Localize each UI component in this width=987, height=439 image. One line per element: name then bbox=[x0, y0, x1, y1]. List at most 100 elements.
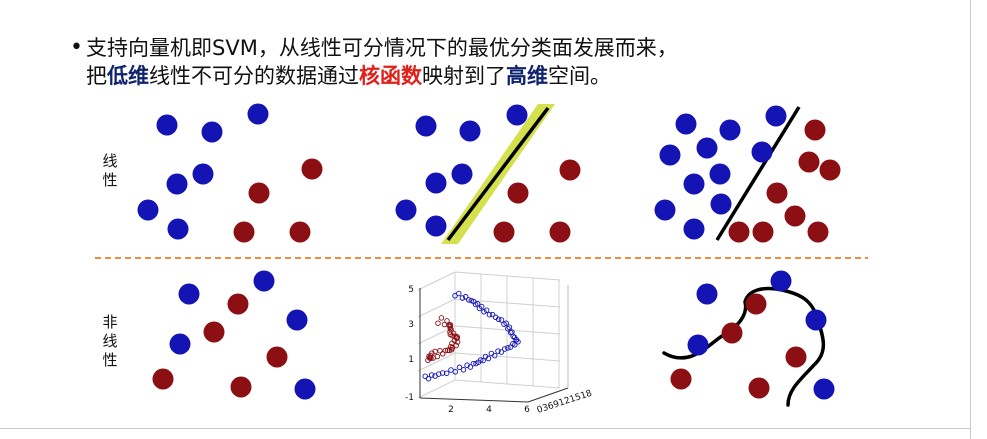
scatter-point-b bbox=[425, 357, 431, 363]
point-class-b bbox=[230, 376, 252, 398]
point-class-b bbox=[728, 221, 750, 243]
scatter-point-a bbox=[488, 350, 495, 357]
tick-label-z: 3 bbox=[408, 320, 414, 330]
scatter-point-a bbox=[489, 311, 496, 318]
scatter-point-a bbox=[478, 303, 485, 310]
point-class-a bbox=[719, 119, 741, 141]
text-segment: 线性不可分的数据通过 bbox=[149, 64, 359, 88]
scatter-point-a bbox=[462, 294, 469, 300]
point-class-b bbox=[549, 221, 571, 243]
scatter-point-b bbox=[435, 320, 441, 326]
scatter-point-a bbox=[498, 317, 505, 323]
scatter-point-a bbox=[486, 311, 493, 318]
point-class-a bbox=[395, 199, 417, 221]
scatter-point-a bbox=[473, 360, 479, 367]
point-class-a bbox=[813, 378, 835, 400]
label-char: 性 bbox=[102, 351, 118, 369]
scatter-point-a bbox=[460, 367, 467, 373]
point-class-a bbox=[805, 309, 827, 331]
point-class-a bbox=[506, 104, 528, 126]
point-class-a bbox=[137, 199, 159, 221]
point-class-a bbox=[451, 163, 473, 185]
scatter-point-a bbox=[510, 333, 516, 340]
bullet-line-2: 把低维线性不可分的数据通过核函数映射到了高维空间。 bbox=[86, 62, 930, 90]
scatter-point-a bbox=[513, 337, 520, 343]
point-class-a bbox=[247, 103, 269, 125]
point-class-a bbox=[156, 114, 178, 136]
grid-line bbox=[417, 352, 456, 372]
point-class-b bbox=[785, 346, 807, 368]
point-class-a bbox=[415, 115, 437, 137]
point-class-b bbox=[203, 321, 225, 343]
point-class-a bbox=[710, 193, 732, 215]
scatter-point-b bbox=[449, 340, 455, 347]
scatter-point-a bbox=[505, 345, 511, 351]
point-class-b bbox=[670, 368, 692, 390]
scatter-point-b bbox=[454, 339, 461, 345]
point-class-b bbox=[289, 221, 311, 243]
point-class-a bbox=[683, 173, 705, 195]
scatter-point-a bbox=[432, 373, 438, 379]
point-class-b bbox=[798, 151, 820, 173]
scatter-point-a bbox=[495, 316, 502, 323]
slide-border-bottom bbox=[0, 428, 971, 429]
point-class-b bbox=[804, 119, 826, 141]
scatter-point-a bbox=[443, 370, 450, 376]
tick-label-x: 6 bbox=[524, 405, 530, 415]
point-class-b bbox=[301, 158, 323, 180]
point-class-b bbox=[807, 221, 829, 243]
point-class-a bbox=[425, 215, 447, 237]
tick-label-z: -1 bbox=[405, 393, 414, 403]
x-axis bbox=[419, 397, 529, 403]
scatter-point-b bbox=[453, 342, 459, 349]
scatter-point-b bbox=[450, 330, 457, 337]
scatter-point-b bbox=[432, 348, 438, 355]
point-markers bbox=[137, 103, 841, 400]
grid-line bbox=[417, 298, 456, 318]
scatter-point-a bbox=[505, 325, 511, 332]
text-segment: 把 bbox=[86, 64, 107, 88]
scatter-point-a bbox=[498, 349, 505, 355]
tick-label-z: 5 bbox=[408, 285, 414, 295]
point-class-b bbox=[507, 182, 529, 204]
point-class-b bbox=[752, 221, 774, 243]
tick-label-y: 0369121518 bbox=[536, 389, 594, 416]
bullet-dot-icon: • bbox=[70, 35, 83, 60]
separator-line bbox=[446, 106, 550, 242]
point-class-a bbox=[770, 270, 792, 292]
bullet-text-block: • 支持向量机即SVM，从线性可分情况下的最优分类面发展而来， 把低维线性不可分… bbox=[70, 34, 930, 90]
point-class-a bbox=[167, 218, 189, 240]
point-class-a bbox=[201, 121, 223, 143]
scatter-point-a bbox=[506, 324, 513, 330]
point-class-b bbox=[721, 322, 743, 344]
keyword-kernel: 核函数 bbox=[359, 64, 422, 88]
scatter-point-a bbox=[480, 357, 486, 364]
point-class-a bbox=[687, 334, 709, 356]
label-linear: 线 性 bbox=[100, 152, 120, 190]
tick-label-x: 4 bbox=[486, 405, 492, 415]
scatter-point-a bbox=[470, 360, 477, 367]
label-char: 线 bbox=[102, 152, 118, 170]
point-class-a bbox=[192, 163, 214, 185]
point-class-b bbox=[248, 182, 270, 204]
scatter-point-b bbox=[446, 347, 453, 354]
point-class-a bbox=[709, 163, 731, 185]
label-char: 性 bbox=[102, 171, 118, 189]
point-class-a bbox=[683, 218, 705, 240]
scatter-point-a bbox=[483, 307, 490, 313]
scatter-point-a bbox=[503, 320, 509, 326]
point-class-a bbox=[294, 378, 316, 400]
scatter-point-b bbox=[426, 353, 432, 360]
plot-3d: 5 3 1 -1 2 4 6 0369121518 bbox=[405, 271, 594, 416]
scatter-point-a bbox=[428, 372, 435, 378]
point-class-b bbox=[227, 293, 249, 315]
text-segment: 空间。 bbox=[548, 64, 611, 88]
scatter-point-a bbox=[422, 373, 428, 379]
point-class-a bbox=[654, 199, 676, 221]
point-class-a bbox=[425, 172, 447, 194]
point-class-b bbox=[766, 182, 788, 204]
point-class-a bbox=[675, 113, 697, 135]
scatter-point-a bbox=[456, 364, 463, 371]
label-nonlinear: 非 线 性 bbox=[100, 313, 120, 370]
scatter-point-a bbox=[459, 295, 466, 301]
